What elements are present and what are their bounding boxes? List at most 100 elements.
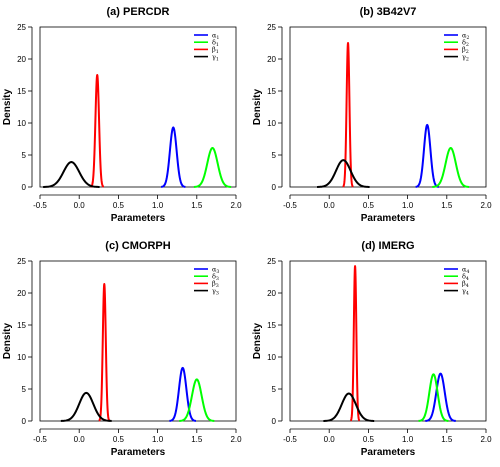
legend-entry: γ4 (462, 287, 469, 297)
y-tick-label: 15 (17, 87, 26, 96)
x-tick-label: 0.5 (113, 435, 125, 444)
x-tick-label: 0.0 (324, 201, 336, 210)
x-tick-label: 2.0 (230, 201, 242, 210)
panel-title: (b) 3B42V7 (360, 6, 417, 18)
legend-entry: α3 (212, 265, 219, 275)
x-tick-label: 1.5 (191, 201, 203, 210)
x-tick-label: 2.0 (230, 435, 242, 444)
density-curve (424, 372, 457, 422)
x-tick-label: 0.0 (74, 201, 86, 210)
x-axis-label: Parameters (361, 447, 416, 458)
y-tick-label: 0 (272, 417, 277, 426)
y-tick-label: 0 (272, 183, 277, 192)
x-tick-label: 0.5 (363, 201, 375, 210)
density-curve (160, 126, 187, 188)
y-tick-label: 25 (17, 257, 26, 266)
x-tick-label: 2.0 (480, 435, 492, 444)
legend-entry: γ1 (212, 53, 219, 63)
y-tick-label: 20 (17, 55, 26, 64)
y-tick-label: 25 (267, 23, 276, 32)
x-tick-label: -0.5 (33, 435, 47, 444)
x-axis-label: Parameters (111, 213, 166, 224)
panel-1: (a) PERCDR -0.5 0.0 0.5 1.0 1.5 2.0 Parameters 0… (2, 6, 242, 224)
y-tick-label: 10 (17, 353, 26, 362)
density-curve (168, 366, 197, 422)
y-tick-label: 0 (22, 417, 27, 426)
density-curve (89, 74, 105, 188)
y-tick-label: 25 (267, 257, 276, 266)
x-tick-label: -0.5 (283, 201, 297, 210)
legend-entry: β2 (462, 46, 469, 56)
y-tick-label: 10 (17, 119, 26, 128)
x-tick-label: -0.5 (283, 435, 297, 444)
legend-entry: β1 (212, 46, 219, 56)
density-curve (431, 146, 470, 188)
panel-2: (b) 3B42V7 -0.5 0.0 0.5 1.0 1.5 2.0 Parameters 0… (252, 6, 492, 224)
x-tick-label: 2.0 (480, 201, 492, 210)
x-axis-label: Parameters (111, 447, 166, 458)
density-curve (418, 373, 449, 422)
density-curve (349, 265, 361, 422)
y-tick-label: 25 (17, 23, 26, 32)
y-tick-label: 5 (22, 385, 27, 394)
x-tick-label: 1.0 (402, 201, 414, 210)
y-tick-label: 5 (272, 385, 277, 394)
y-tick-label: 20 (267, 289, 276, 298)
x-tick-label: 0.5 (363, 435, 375, 444)
plot-frame (289, 26, 487, 188)
y-tick-label: 10 (267, 119, 276, 128)
y-tick-label: 15 (17, 321, 26, 330)
plot-frame (39, 26, 237, 188)
x-tick-label: 0.5 (113, 201, 125, 210)
panel-4: (d) IMERG -0.5 0.0 0.5 1.0 1.5 2.0 Parameters 0 5… (252, 240, 492, 458)
x-tick-label: 0.0 (74, 435, 86, 444)
y-tick-label: 15 (267, 321, 276, 330)
density-curve (178, 378, 215, 422)
density-curve (43, 161, 100, 188)
x-axis-label: Parameters (361, 213, 416, 224)
x-tick-label: -0.5 (33, 201, 47, 210)
panel-title: (a) PERCDR (107, 6, 170, 18)
panel-3: (c) CMORPH -0.5 0.0 0.5 1.0 1.5 2.0 Parameters 0… (2, 240, 242, 458)
plot-frame (289, 260, 487, 422)
legend-entry: β4 (462, 280, 469, 290)
density-curve (60, 391, 112, 422)
plot-frame (39, 260, 237, 422)
legend-entry: γ2 (462, 53, 469, 63)
legend-entry: δ3 (212, 273, 219, 283)
y-tick-label: 20 (17, 289, 26, 298)
density-curve (98, 283, 111, 422)
density-curve (323, 392, 375, 422)
y-axis-label: Density (252, 323, 263, 360)
density-curve (193, 146, 232, 188)
y-tick-label: 0 (22, 183, 27, 192)
y-tick-label: 10 (267, 353, 276, 362)
x-tick-label: 1.5 (441, 435, 453, 444)
legend-entry: δ1 (212, 39, 219, 49)
density-curve (415, 123, 440, 188)
legend-entry: γ3 (212, 287, 219, 297)
x-tick-label: 1.0 (402, 435, 414, 444)
x-tick-label: 1.5 (441, 201, 453, 210)
legend-entry: δ4 (462, 273, 469, 283)
legend-entry: δ2 (462, 39, 469, 49)
legend-entry: α2 (462, 31, 469, 41)
x-tick-label: 1.5 (191, 435, 203, 444)
y-axis-label: Density (2, 89, 13, 126)
panel-title: (c) CMORPH (105, 240, 170, 252)
x-tick-label: 0.0 (324, 435, 336, 444)
y-tick-label: 5 (272, 151, 277, 160)
y-axis-label: Density (2, 323, 13, 360)
y-tick-label: 15 (267, 87, 276, 96)
x-tick-label: 1.0 (152, 435, 164, 444)
x-tick-label: 1.0 (152, 201, 164, 210)
density-curve (316, 159, 370, 188)
legend-entry: β3 (212, 280, 219, 290)
y-tick-label: 5 (22, 151, 27, 160)
y-tick-label: 20 (267, 55, 276, 64)
legend-entry: α1 (212, 31, 219, 41)
legend-entry: α4 (462, 265, 469, 275)
density-curve (342, 42, 354, 188)
panel-title: (d) IMERG (361, 240, 414, 252)
